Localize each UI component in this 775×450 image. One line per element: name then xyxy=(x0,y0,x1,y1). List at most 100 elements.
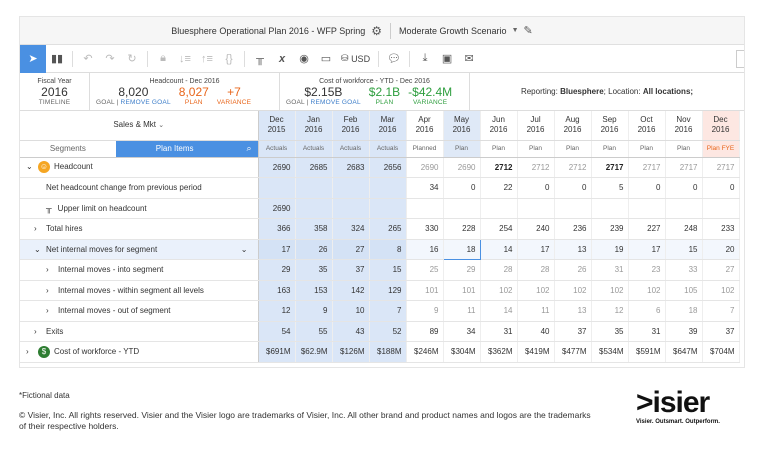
feedback-icon[interactable]: ✉ xyxy=(464,53,474,65)
value-cell[interactable]: 6 xyxy=(628,300,666,322)
value-cell[interactable]: 17 xyxy=(628,239,666,260)
search-icon[interactable]: ⌕ xyxy=(246,143,252,153)
row-label-cell[interactable]: › Internal moves - out of segment xyxy=(20,300,259,322)
chart-icon[interactable]: ▭ xyxy=(320,53,332,65)
refresh-icon[interactable]: ↻ xyxy=(127,53,137,65)
download-icon[interactable]: ⤓ xyxy=(422,52,428,64)
value-cell[interactable]: 2656 xyxy=(369,157,407,178)
value-cell[interactable]: 31 xyxy=(480,321,518,342)
value-cell[interactable] xyxy=(665,198,703,219)
value-cell[interactable]: 29 xyxy=(258,259,296,281)
value-cell[interactable]: 0 xyxy=(702,177,740,199)
value-cell[interactable] xyxy=(369,198,407,219)
limit-icon[interactable]: ╥ xyxy=(256,52,264,65)
value-cell[interactable]: 227 xyxy=(628,218,666,240)
month-header[interactable]: Nov 2016 xyxy=(665,111,703,141)
tab-plan-items[interactable]: Plan Items ⌕ xyxy=(115,140,257,156)
row-label-cell[interactable]: › $ Cost of workforce - YTD xyxy=(20,341,259,363)
month-header[interactable]: Oct 2016 xyxy=(628,111,666,141)
value-cell[interactable]: 228 xyxy=(443,218,481,240)
chevron-right-icon[interactable]: › xyxy=(34,224,37,234)
month-header[interactable]: Jun 2016 xyxy=(480,111,518,141)
value-cell[interactable]: 16 xyxy=(406,239,444,260)
value-cell[interactable]: 142 xyxy=(332,280,370,301)
value-cell[interactable] xyxy=(554,198,592,219)
bracket-icon[interactable]: {} xyxy=(225,52,233,65)
month-header[interactable]: May 2016 xyxy=(443,111,481,141)
value-cell[interactable]: 0 xyxy=(628,177,666,199)
table-row[interactable]: ⌄ ☺ Headcount 2690 2685 2683 2656 2690 2690 2712 2… xyxy=(20,157,740,178)
value-cell[interactable]: 12 xyxy=(258,300,296,322)
value-cell[interactable]: 27 xyxy=(332,239,370,260)
month-header[interactable]: Jul 2016 xyxy=(517,111,555,141)
value-cell[interactable] xyxy=(406,198,444,219)
value-cell[interactable]: 29 xyxy=(443,259,481,281)
table-row[interactable]: › Internal moves - into segment 29 35 37 15 25… xyxy=(20,259,740,281)
value-cell[interactable] xyxy=(258,177,296,199)
search-input[interactable] xyxy=(736,49,744,68)
row-label-cell[interactable]: › Exits xyxy=(20,321,259,342)
value-cell[interactable]: 2717 xyxy=(591,157,629,178)
undo-icon[interactable]: ↶ xyxy=(83,53,93,65)
value-cell[interactable]: 25 xyxy=(406,259,444,281)
value-cell[interactable]: 2717 xyxy=(665,157,703,178)
sort-asc-icon[interactable]: ↓≡ xyxy=(179,52,191,65)
value-cell[interactable]: 27 xyxy=(702,259,740,281)
chevron-right-icon[interactable]: › xyxy=(46,285,49,295)
value-cell[interactable]: $126M xyxy=(332,341,370,363)
value-cell[interactable]: $62.9M xyxy=(295,341,333,363)
table-row[interactable]: Net headcount change from previous perio… xyxy=(20,177,740,199)
value-cell[interactable] xyxy=(628,198,666,219)
value-cell[interactable]: 22 xyxy=(480,177,518,199)
value-cell[interactable]: 52 xyxy=(369,321,407,342)
value-cell[interactable]: 18 xyxy=(442,238,481,260)
value-cell[interactable]: 54 xyxy=(258,321,296,342)
month-header[interactable]: Jan 2016 xyxy=(295,111,333,141)
value-cell[interactable]: 0 xyxy=(665,177,703,199)
value-cell[interactable] xyxy=(702,198,740,219)
table-row[interactable]: ⌄ Net internal moves for segment ⌄ 17 26 27 8 1… xyxy=(20,238,740,260)
remove-goal-link[interactable]: REMOVE GOAL xyxy=(120,98,171,106)
chevron-down-icon[interactable]: ⌄ xyxy=(34,244,41,254)
value-cell[interactable]: 10 xyxy=(332,300,370,322)
value-cell[interactable]: 26 xyxy=(554,259,592,281)
value-cell[interactable]: $188M xyxy=(369,341,407,363)
value-cell[interactable]: 15 xyxy=(369,259,407,281)
value-cell[interactable] xyxy=(480,198,518,219)
row-label-cell[interactable]: ⌄ Net internal moves for segment ⌄ xyxy=(20,239,259,260)
value-cell[interactable]: 163 xyxy=(258,280,296,301)
table-row[interactable]: › Internal moves - within segment all lev… xyxy=(20,280,740,301)
value-cell[interactable]: 153 xyxy=(295,280,333,301)
comment-icon[interactable]: 💬︎ xyxy=(387,53,402,65)
value-cell[interactable]: 11 xyxy=(443,300,481,322)
gear-icon[interactable]: ⚙ xyxy=(371,23,382,38)
value-cell[interactable]: 18 xyxy=(665,300,703,322)
chevron-right-icon[interactable]: › xyxy=(34,326,37,336)
pencil-icon[interactable]: ✎ xyxy=(523,25,533,37)
value-cell[interactable]: 2712 xyxy=(554,157,592,178)
value-cell[interactable]: 0 xyxy=(554,177,592,199)
fiscal-year-box[interactable]: Fiscal Year 2016 TIMELINE xyxy=(20,73,90,110)
value-cell[interactable]: $647M xyxy=(665,341,703,363)
value-cell[interactable]: 89 xyxy=(406,321,444,342)
value-cell[interactable]: 254 xyxy=(480,218,518,240)
value-cell[interactable]: 31 xyxy=(628,321,666,342)
value-cell[interactable] xyxy=(295,198,333,219)
value-cell[interactable]: 0 xyxy=(517,177,555,199)
value-cell[interactable] xyxy=(332,177,370,199)
reporting-filter[interactable]: Reporting: Bluesphere; Location: All loc… xyxy=(470,73,744,110)
timeline-link[interactable]: TIMELINE xyxy=(38,98,71,106)
value-cell[interactable]: 2717 xyxy=(628,157,666,178)
chevron-down-icon[interactable]: ▼ xyxy=(511,27,519,34)
value-cell[interactable]: 31 xyxy=(591,259,629,281)
row-label-cell[interactable]: ╥ Upper limit on headcount xyxy=(20,198,259,219)
value-cell[interactable]: 17 xyxy=(258,239,296,260)
month-header[interactable]: Aug 2016 xyxy=(554,111,592,141)
scenario-select[interactable]: Moderate Growth Scenario xyxy=(399,25,507,36)
value-cell[interactable]: 5 xyxy=(591,177,629,199)
month-header[interactable]: Feb 2016 xyxy=(332,111,370,141)
table-row[interactable]: ╥ Upper limit on headcount 2690 xyxy=(20,198,740,219)
sort-desc-icon[interactable]: ↑≡ xyxy=(201,52,213,65)
chevron-right-icon[interactable]: › xyxy=(46,306,49,316)
value-cell[interactable]: 101 xyxy=(443,280,481,301)
